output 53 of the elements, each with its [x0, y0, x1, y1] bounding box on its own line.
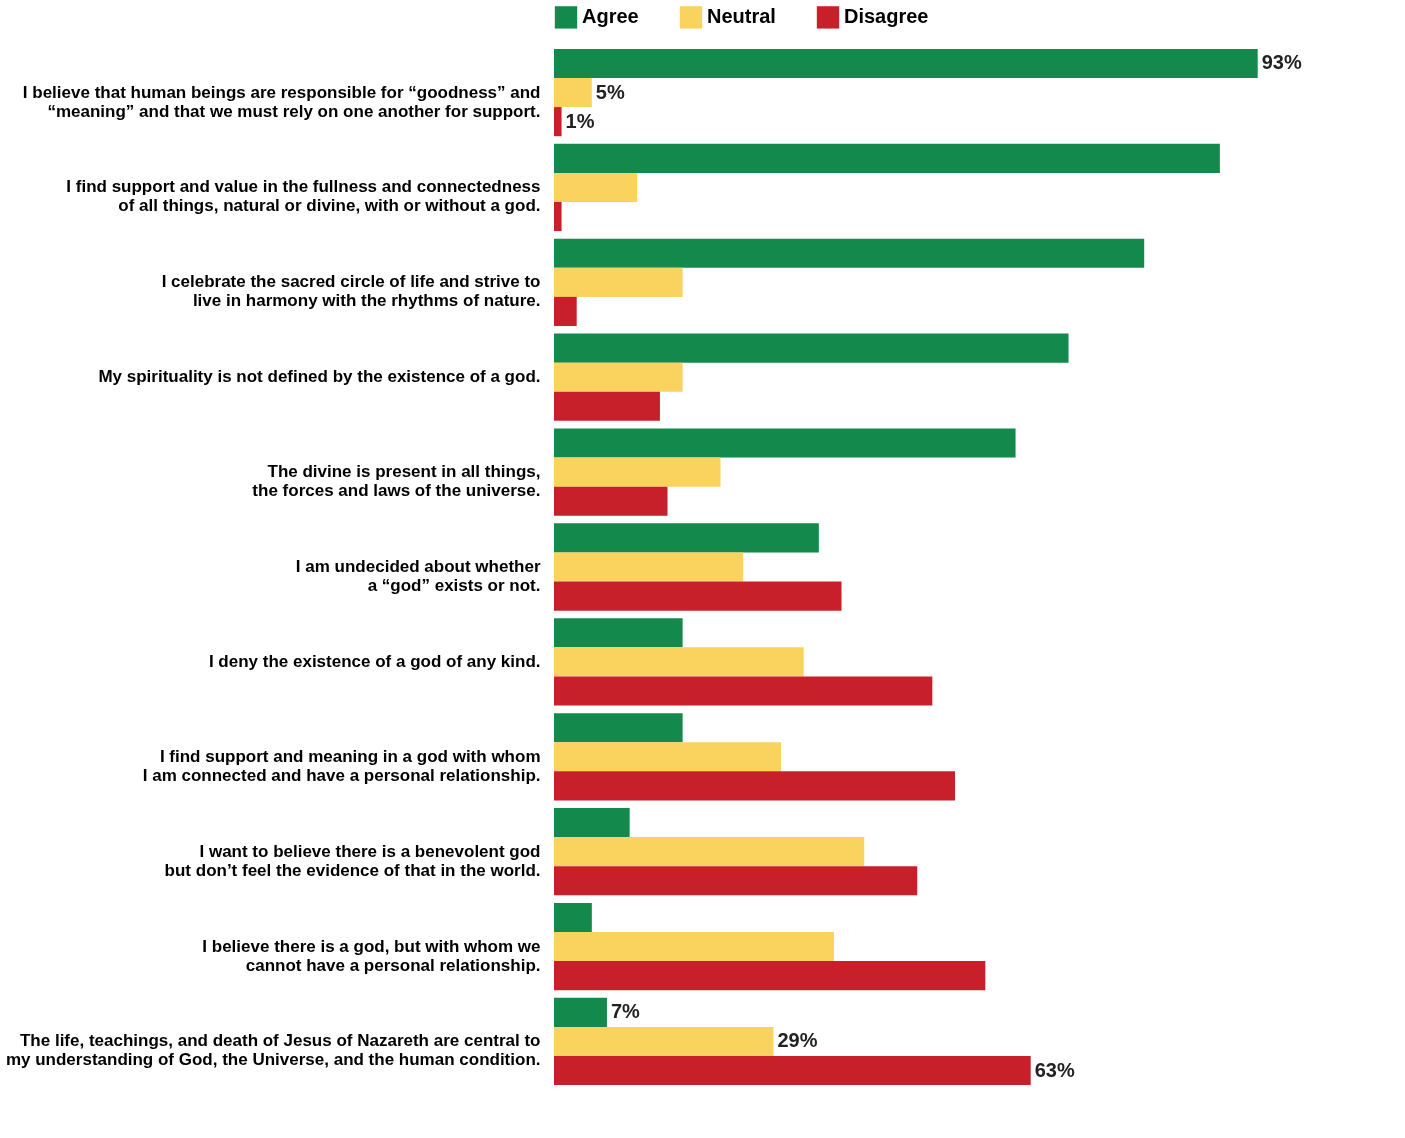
- y-tick-label: I deny the existence of a god of any kind.: [208, 651, 541, 671]
- y-tick-label: I find support and value in the fullness and connectedness of all things, natural or divine, with or without a god.: [66, 177, 541, 216]
- legend-label: Neutral: [707, 5, 776, 28]
- bar: [554, 932, 834, 962]
- data-label: 7%: [610, 1000, 641, 1023]
- bar: [554, 172, 638, 202]
- legend-label: Agree: [582, 5, 639, 28]
- bar: [554, 742, 781, 772]
- bar: [554, 1056, 1031, 1086]
- bar: [554, 808, 630, 838]
- bar: [554, 676, 933, 706]
- bar: [554, 267, 683, 297]
- bar: [554, 1026, 774, 1056]
- legend-label: Disagree: [844, 5, 929, 28]
- bar: [554, 997, 607, 1027]
- y-tick-label: My spirituality is not defined by the existence of a god.: [98, 367, 541, 387]
- bar: [554, 48, 1258, 78]
- bar: [554, 296, 577, 326]
- bar: [554, 618, 683, 648]
- y-tick-label: I believe there is a god, but with whom we cannot have a personal relationship.: [202, 936, 541, 975]
- bar: [554, 523, 819, 553]
- bar: [554, 238, 1145, 268]
- bar: [554, 837, 865, 867]
- y-tick-label: I celebrate the sacred circle of life and strive to live in harmony with the rhythms of nature.: [161, 272, 541, 311]
- y-tick-label: I find support and meaning in a god with whom I am connected and have a personal relationship.: [142, 746, 541, 785]
- bar: [554, 647, 804, 677]
- bar: [554, 107, 562, 137]
- bar: [554, 143, 1220, 173]
- bar: [554, 771, 956, 801]
- bar: [554, 713, 683, 743]
- y-tick-label: The life, teachings, and death of Jesus of Nazareth are central to my understanding of God, the Universe, and the human condition.: [5, 1031, 541, 1070]
- data-label: 29%: [777, 1029, 818, 1052]
- y-tick-label: I want to believe there is a benevolent god but don’t feel the evidence of that in the world.: [164, 841, 541, 880]
- bar: [554, 902, 592, 933]
- data-label: 5%: [595, 80, 625, 103]
- bar: [554, 457, 721, 487]
- bar: [554, 866, 918, 896]
- bar: [554, 333, 1069, 363]
- data-label: 93%: [1261, 51, 1302, 74]
- bar: [554, 961, 986, 991]
- y-tick-label: The divine is present in all things, the forces and laws of the universe.: [252, 462, 541, 501]
- data-label: 63%: [1034, 1058, 1075, 1081]
- y-tick-label: I am undecided about whether a “god” exists or not.: [295, 557, 541, 595]
- bar: [554, 552, 744, 582]
- bar: [554, 362, 683, 392]
- data-label: 1%: [565, 109, 595, 132]
- bar: [554, 391, 660, 421]
- bar: [554, 201, 562, 232]
- bar: [554, 581, 842, 611]
- bar: [554, 78, 592, 108]
- bar: [554, 428, 1016, 458]
- y-tick-label: I believe that human beings are responsible for “goodness” and “meaning” and that we must rely on one another for support.: [22, 82, 541, 121]
- bar: [554, 486, 668, 516]
